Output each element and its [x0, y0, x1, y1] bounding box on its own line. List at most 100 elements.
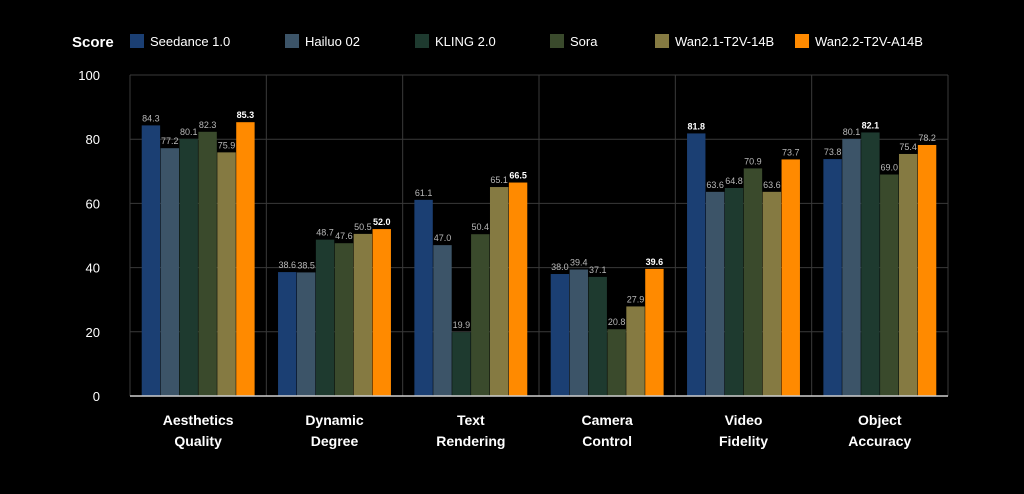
bars: [141, 122, 937, 397]
bar: [917, 144, 937, 396]
bar: [705, 191, 725, 396]
x-tick-label: Degree: [311, 433, 359, 449]
y-tick-label: 20: [86, 325, 100, 340]
data-label: 81.8: [687, 121, 705, 131]
data-label: 38.0: [551, 262, 569, 272]
data-label: 73.7: [782, 147, 800, 157]
x-tick-label: Fidelity: [719, 433, 768, 449]
data-label: 50.4: [472, 222, 490, 232]
data-label: 75.4: [899, 142, 917, 152]
data-label: 63.6: [706, 180, 724, 190]
x-tick-label: Quality: [174, 433, 222, 449]
axes: 0 20 40 60 80 100 Aesthetics Quality Dynamic Degr…: [78, 68, 948, 449]
legend-swatch: [285, 34, 299, 48]
legend-label: KLING 2.0: [435, 34, 496, 49]
bar: [198, 131, 217, 396]
bar: [433, 245, 452, 396]
legend-label: Seedance 1.0: [150, 34, 230, 49]
bar: [781, 159, 800, 396]
data-label: 69.0: [881, 163, 899, 173]
data-label: 78.2: [918, 133, 936, 143]
legend-swatch: [130, 34, 144, 48]
y-axis-title: Score: [72, 34, 114, 51]
data-label: 65.1: [490, 175, 508, 185]
data-label: 50.5: [354, 222, 372, 232]
y-tick-label: 0: [93, 389, 100, 404]
x-tick-label: Aesthetics: [163, 412, 234, 428]
bar: [569, 269, 589, 396]
bar: [179, 138, 198, 396]
x-tick-label: Video: [725, 412, 763, 428]
bar: [508, 182, 528, 396]
bar: [762, 191, 782, 396]
data-label: 63.6: [763, 180, 781, 190]
bar: [880, 174, 899, 396]
data-label: 64.8: [725, 176, 743, 186]
legend-swatch: [550, 34, 564, 48]
bar: [607, 329, 626, 396]
data-label: 38.6: [278, 260, 296, 270]
data-label: 75.9: [218, 140, 236, 150]
data-label: 66.5: [509, 171, 527, 181]
bar: [452, 332, 471, 396]
data-label: 27.9: [627, 294, 645, 304]
data-label: 82.1: [862, 120, 880, 130]
data-label: 47.0: [434, 233, 452, 243]
bar: [823, 159, 842, 396]
x-tick-label: Object: [858, 412, 902, 428]
bar: [489, 187, 509, 396]
bar: [353, 233, 373, 396]
bar: [588, 276, 607, 396]
x-tick-label: Rendering: [436, 433, 505, 449]
legend-swatch: [655, 34, 669, 48]
x-tick-label: Camera: [581, 412, 633, 428]
bar: [626, 306, 645, 396]
y-tick-label: 60: [86, 196, 100, 211]
x-tick-label: Text: [457, 412, 485, 428]
bar: [372, 229, 391, 396]
legend: Score Seedance 1.0 Hailuo 02 KLING 2.0 Sora…: [72, 34, 923, 51]
data-label: 85.3: [237, 110, 255, 120]
data-label: 37.1: [589, 265, 607, 275]
bar: [236, 122, 255, 396]
y-tick-label: 100: [78, 68, 100, 83]
bar: [296, 272, 316, 396]
bar: [861, 132, 880, 397]
bar: [278, 272, 297, 396]
bar: [743, 168, 763, 396]
grid: [129, 74, 949, 396]
data-label: 80.1: [843, 127, 861, 137]
bar: [217, 152, 236, 396]
data-label: 38.5: [297, 260, 315, 270]
data-label: 20.8: [608, 317, 626, 327]
bar: [315, 239, 335, 396]
legend-label: Wan2.2-T2V-A14B: [815, 34, 923, 49]
bar: [414, 199, 433, 396]
data-label: 52.0: [373, 217, 391, 227]
x-tick-label: Control: [582, 433, 632, 449]
x-tick-label: Dynamic: [305, 412, 364, 428]
data-labels: 84.377.280.182.375.985.338.6 38.548.7 47.6…: [142, 110, 936, 330]
data-label: 19.9: [453, 320, 471, 330]
data-label: 70.9: [744, 156, 762, 166]
y-tick-label: 40: [86, 261, 100, 276]
bar: [471, 234, 490, 396]
data-label: 48.7: [316, 228, 334, 238]
bar: [724, 187, 744, 396]
data-label: 82.3: [199, 120, 217, 130]
x-tick-label: Accuracy: [848, 433, 911, 449]
bar: [141, 125, 161, 396]
data-label: 61.1: [415, 188, 433, 198]
bar: [550, 274, 570, 396]
data-label: 39.4: [570, 258, 588, 268]
legend-swatch: [795, 34, 809, 48]
bar: [160, 148, 180, 396]
legend-swatch: [415, 34, 429, 48]
bar: [645, 268, 664, 396]
legend-label: Sora: [570, 34, 598, 49]
y-tick-label: 80: [86, 132, 100, 147]
legend-label: Wan2.1-T2V-14B: [675, 34, 774, 49]
bar: [842, 138, 861, 396]
